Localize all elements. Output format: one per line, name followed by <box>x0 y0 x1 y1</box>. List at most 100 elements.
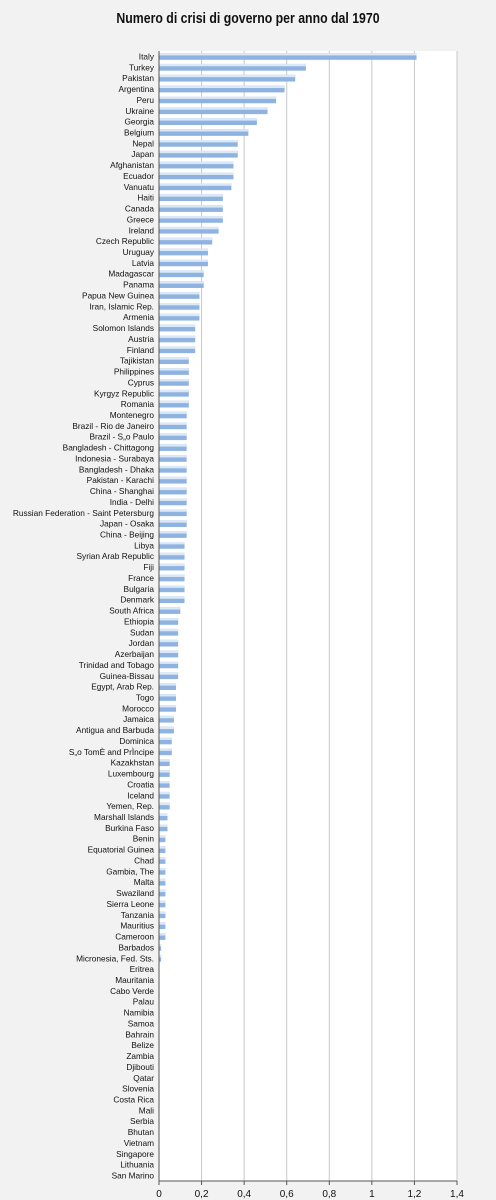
category-label: Bangladesh - Dhaka <box>79 464 155 474</box>
x-tick-label: 1 <box>369 1189 375 1200</box>
bar-highlight <box>159 205 223 208</box>
bar <box>159 770 170 777</box>
bar-highlight <box>159 270 204 273</box>
category-label: Costa Rica <box>113 1095 154 1105</box>
bar <box>159 704 177 712</box>
category-label: Latvia <box>132 258 155 268</box>
bar-highlight <box>159 487 187 491</box>
bar-highlight <box>159 672 179 675</box>
category-label: Romania <box>121 399 155 409</box>
category-label: Mali <box>139 1105 154 1115</box>
category-label: Brazil - S„o Paulo <box>89 432 154 442</box>
bar-highlight <box>159 889 166 893</box>
bar-highlight <box>159 292 200 295</box>
bar <box>159 889 166 897</box>
category-label: Mauritius <box>120 921 154 931</box>
bar-highlight <box>159 857 166 860</box>
bar <box>159 531 187 538</box>
category-label: Burkina Faso <box>105 823 154 833</box>
category-labels: ItalyTurkeyPakistanArgentinaPeruUkraineG… <box>13 51 155 1180</box>
bar <box>159 172 234 180</box>
category-label: Belize <box>131 1040 154 1050</box>
category-label: Swaziland <box>116 888 154 898</box>
category-label: Togo <box>136 692 154 702</box>
category-label: Canada <box>125 204 154 214</box>
category-label: Malta <box>134 877 155 887</box>
bar-highlight <box>159 281 204 284</box>
category-label: Guinea-Bissau <box>100 671 155 681</box>
bar <box>159 226 219 234</box>
bar-highlight <box>159 944 162 947</box>
bar <box>159 726 174 734</box>
bar-highlight <box>159 53 417 56</box>
category-label: Nepal <box>132 138 154 148</box>
bar <box>159 411 187 419</box>
category-label: Indonesia - Surabaya <box>75 453 154 463</box>
category-label: Yemen, Rep. <box>106 801 154 811</box>
category-label: Peru <box>136 95 154 105</box>
bar <box>159 607 181 614</box>
bar <box>159 867 166 875</box>
category-label: Slovenia <box>122 1084 154 1094</box>
category-label: Gambia, The <box>106 866 154 876</box>
category-label: Argentina <box>118 84 154 94</box>
bar <box>159 694 177 701</box>
bars <box>159 53 417 962</box>
bar-highlight <box>159 455 187 458</box>
bar-highlight <box>159 129 249 132</box>
bar <box>159 476 187 484</box>
bar-highlight <box>159 726 174 730</box>
bar <box>159 368 189 375</box>
category-label: Papua New Guinea <box>82 290 154 300</box>
category-label: Ukraine <box>125 106 154 116</box>
category-label: Italy <box>139 51 155 61</box>
category-label: San Marino <box>112 1171 155 1181</box>
category-label: Zambia <box>126 1051 154 1061</box>
bar <box>159 574 185 582</box>
bar <box>159 281 204 288</box>
bar-highlight <box>159 802 170 806</box>
category-label: Montenegro <box>110 410 155 420</box>
bar-highlight <box>159 628 179 632</box>
bar <box>159 259 208 267</box>
category-label: Luxembourg <box>108 769 155 779</box>
bar-highlight <box>159 335 196 338</box>
category-label: Jamaica <box>123 714 154 724</box>
bar-highlight <box>159 531 187 534</box>
category-label: Vietnam <box>124 1138 154 1148</box>
category-label: Kyrgyz Republic <box>94 388 154 398</box>
bar-highlight <box>159 357 189 360</box>
category-label: Ecuador <box>123 171 154 181</box>
category-label: Uruguay <box>123 247 155 257</box>
category-label: Ethiopia <box>124 616 154 626</box>
category-label: Philippines <box>114 367 154 377</box>
category-label: Denmark <box>120 595 155 605</box>
bar-highlight <box>159 444 187 447</box>
category-label: Dominica <box>119 736 154 746</box>
bar-highlight <box>159 552 185 556</box>
bar-highlight <box>159 563 185 567</box>
bar-highlight <box>159 324 196 328</box>
bar <box>159 563 185 571</box>
bar <box>159 346 196 354</box>
bar-highlight <box>159 422 187 425</box>
bar <box>159 824 168 832</box>
category-label: Cabo Verde <box>110 986 154 996</box>
category-label: Pakistan - Karachi <box>87 475 154 485</box>
bar-highlight <box>159 63 306 67</box>
bar-highlight <box>159 183 232 186</box>
bar <box>159 911 166 919</box>
category-label: Haiti <box>137 193 154 203</box>
bar-highlight <box>159 607 181 610</box>
category-label: Sudan <box>130 627 154 637</box>
bar <box>159 509 187 517</box>
bar <box>159 487 187 495</box>
bar-highlight <box>159 661 179 664</box>
bar <box>159 552 185 560</box>
category-label: Ireland <box>129 225 155 235</box>
category-label: Mauritania <box>115 975 154 985</box>
bar <box>159 683 177 690</box>
bar <box>159 661 179 669</box>
category-label: Micronesia, Fed. Sts. <box>76 953 154 963</box>
bar <box>159 400 189 408</box>
